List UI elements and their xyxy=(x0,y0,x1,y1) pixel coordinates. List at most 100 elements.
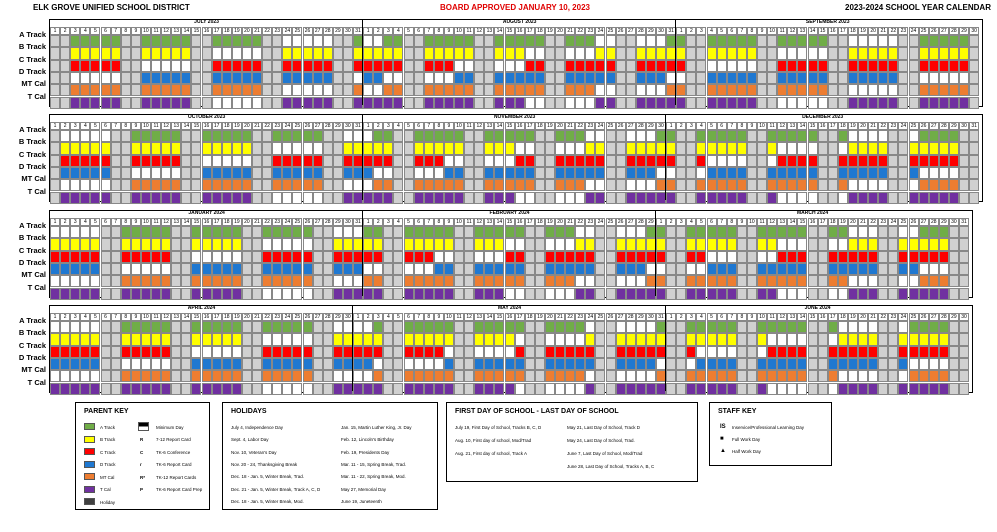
day-cell xyxy=(181,250,192,263)
day-cell xyxy=(746,154,757,167)
day-cell xyxy=(363,370,374,383)
day-cell xyxy=(70,71,81,85)
day-cell xyxy=(534,287,545,300)
day-cell xyxy=(262,287,273,300)
day-cell xyxy=(272,130,283,143)
day-number: 21 xyxy=(252,313,263,321)
day-cell xyxy=(908,238,919,251)
day-cell xyxy=(484,370,495,383)
day-cell xyxy=(80,321,91,334)
day-cell xyxy=(201,333,212,346)
day-number: 1 xyxy=(363,122,374,130)
day-cell xyxy=(878,287,889,300)
day-cell xyxy=(585,275,596,288)
day-cell xyxy=(90,96,101,109)
day-cell xyxy=(676,179,687,192)
day-cell xyxy=(928,179,939,192)
day-cell xyxy=(272,262,283,276)
day-cell xyxy=(80,287,91,300)
day-number: 7 xyxy=(110,122,121,130)
day-cell xyxy=(262,191,273,204)
day-cell xyxy=(211,275,222,288)
month-label: JANUARY 2024 xyxy=(188,210,225,216)
day-number: 29 xyxy=(645,27,656,35)
day-cell xyxy=(50,130,61,143)
day-number: 16 xyxy=(817,122,828,130)
day-cell xyxy=(151,287,162,300)
day-cell xyxy=(161,238,172,251)
day-cell xyxy=(817,179,828,192)
day-cell xyxy=(60,191,71,204)
day-cell xyxy=(817,35,828,48)
day-cell xyxy=(282,321,293,334)
day-cell xyxy=(504,287,515,300)
day-number: 25 xyxy=(605,218,616,226)
day-cell xyxy=(443,35,454,48)
day-cell xyxy=(736,59,747,72)
day-cell xyxy=(443,238,454,251)
day-cell xyxy=(272,84,283,97)
day-cell xyxy=(211,226,222,239)
day-cell xyxy=(898,166,909,180)
day-cell xyxy=(171,166,182,180)
day-cell xyxy=(292,321,303,334)
day-cell xyxy=(615,287,626,300)
day-cell xyxy=(211,96,222,109)
day-cell xyxy=(50,71,61,85)
day-cell xyxy=(555,59,566,72)
day-cell xyxy=(514,226,525,239)
day-cell xyxy=(60,35,71,48)
day-cell xyxy=(181,84,192,97)
day-cell xyxy=(464,35,475,48)
day-cell xyxy=(433,154,444,167)
day-number: 10 xyxy=(140,313,151,321)
day-cell xyxy=(363,275,374,288)
day-number: 24 xyxy=(282,218,293,226)
day-cell xyxy=(484,226,495,239)
day-cell xyxy=(90,84,101,97)
day-cell xyxy=(676,382,687,395)
day-number: 14 xyxy=(797,313,808,321)
day-cell xyxy=(454,370,465,383)
day-cell xyxy=(322,262,333,276)
day-cell xyxy=(938,130,949,143)
day-cell xyxy=(918,345,929,358)
day-cell xyxy=(80,275,91,288)
day-number: 20 xyxy=(241,122,252,130)
month-label: MAY 2024 xyxy=(498,305,522,311)
day-cell xyxy=(332,370,343,383)
day-cell xyxy=(615,47,626,60)
day-cell xyxy=(726,59,737,72)
day-number: 11 xyxy=(454,313,465,321)
day-cell xyxy=(746,191,757,204)
day-cell xyxy=(100,96,111,109)
day-cell xyxy=(918,333,929,346)
day-cell xyxy=(342,275,353,288)
day-number: 1 xyxy=(50,313,61,321)
day-number: 29 xyxy=(332,218,343,226)
day-cell xyxy=(807,179,818,192)
day-cell xyxy=(110,262,121,276)
day-cell xyxy=(70,238,81,251)
day-cell xyxy=(403,96,414,109)
day-number: 16 xyxy=(807,218,818,226)
day-cell xyxy=(130,130,141,143)
day-cell xyxy=(534,142,545,155)
day-cell xyxy=(70,191,81,204)
day-number: 19 xyxy=(231,218,242,226)
day-cell xyxy=(959,287,970,300)
day-cell xyxy=(706,250,717,263)
day-cell xyxy=(868,382,879,395)
day-cell xyxy=(373,35,384,48)
day-cell xyxy=(474,250,485,263)
day-number: 6 xyxy=(100,313,111,321)
day-cell xyxy=(878,59,889,72)
day-cell xyxy=(221,130,232,143)
day-cell xyxy=(353,345,364,358)
day-cell xyxy=(918,370,929,383)
day-cell xyxy=(211,71,222,85)
day-cell xyxy=(635,84,646,97)
day-cell xyxy=(221,96,232,109)
day-cell xyxy=(595,321,606,334)
day-cell xyxy=(746,333,757,346)
